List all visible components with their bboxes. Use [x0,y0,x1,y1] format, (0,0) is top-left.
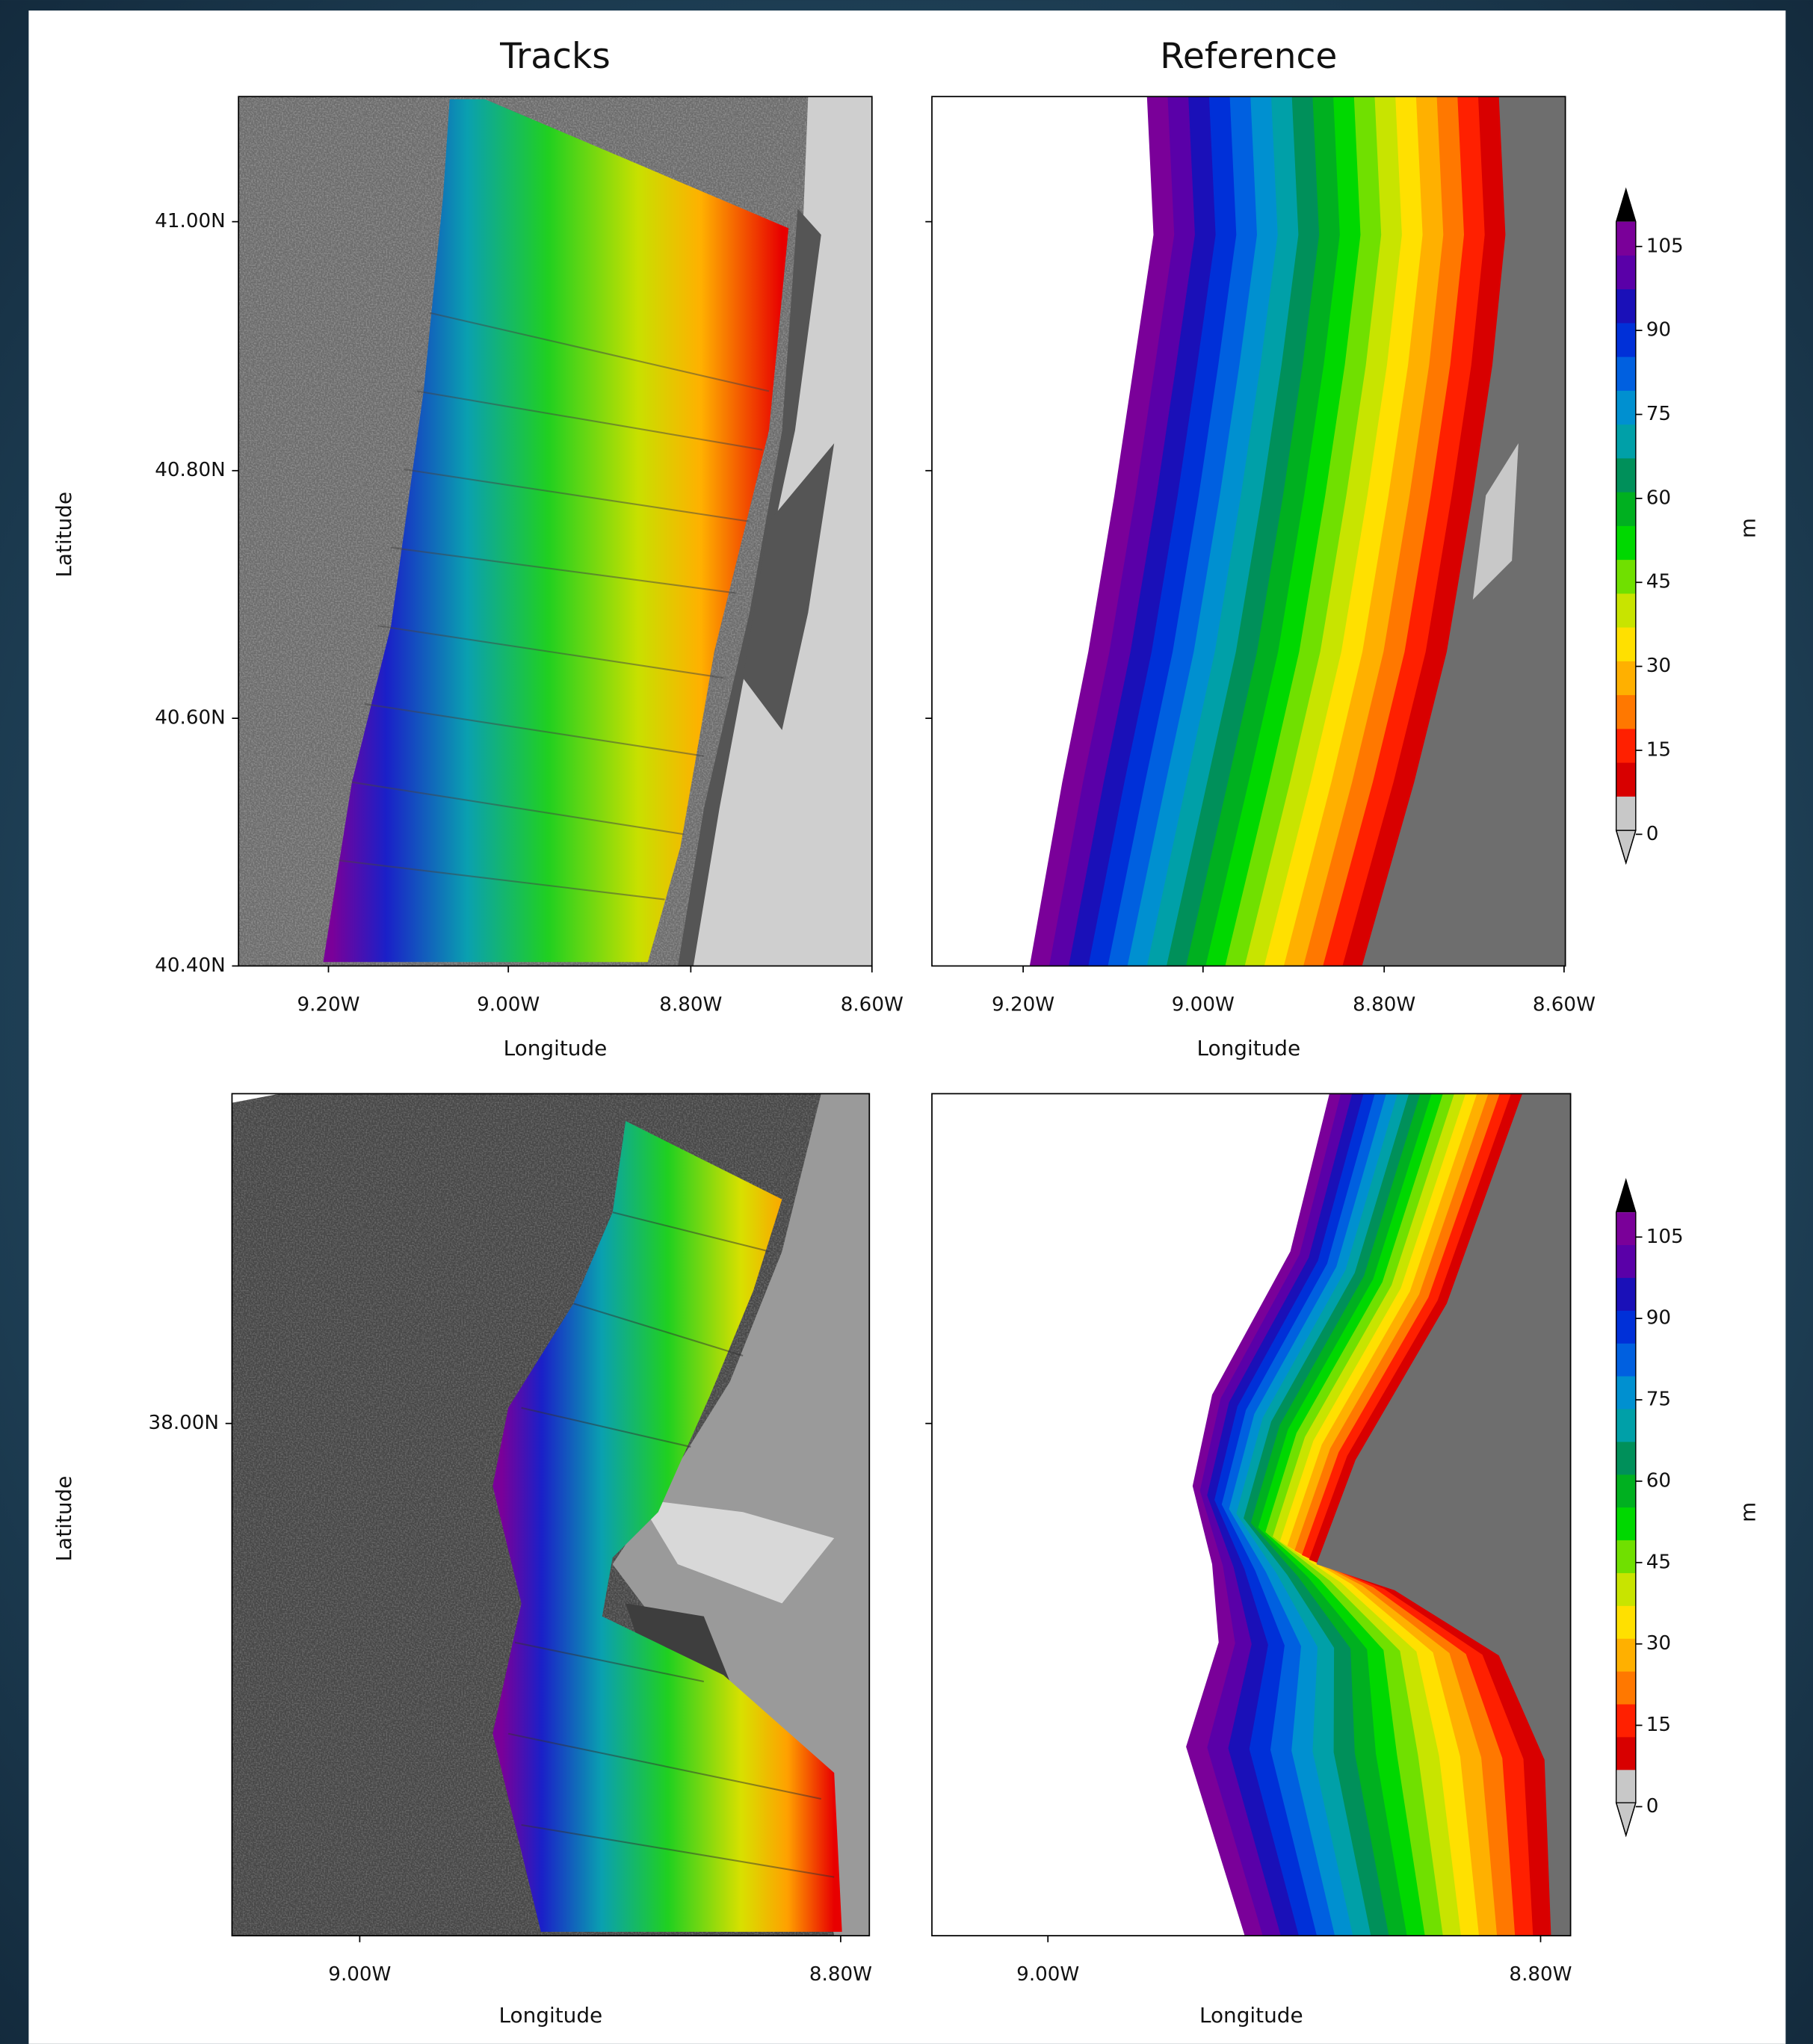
colorbar-bin [1616,1311,1636,1344]
colorbar-bin [1616,1540,1636,1574]
colorbar-tick-label: 75 [1646,1389,1671,1411]
colorbar-tick-label: 105 [1646,1226,1684,1248]
colorbar-bin [1616,222,1636,256]
y-axis-label: Latitude [52,492,76,578]
map-reference-bottom [932,1093,1571,1936]
colorbar-bin [1616,323,1636,357]
colorbar-tick-label: 0 [1646,823,1659,845]
colorbar-bin [1616,424,1636,459]
colorbar-label: m [1736,1502,1761,1522]
colorbar-tick-label: 60 [1646,1469,1671,1492]
colorbar-bin [1616,289,1636,324]
x-axis-label: Longitude [504,1036,608,1060]
colorbar-bin [1616,797,1636,830]
colorbar-bin [1616,1573,1636,1607]
colorbar-tick-label: 30 [1646,655,1671,677]
colorbar-label: m [1736,518,1761,538]
map-tracks-top [238,96,872,966]
colorbar-bin [1616,1770,1636,1803]
y-tick-label: 38.00N [149,1412,219,1434]
colorbar-bin [1616,1705,1636,1738]
colorbar-bin [1616,1507,1636,1541]
colorbar-bin [1616,1212,1636,1246]
colorbar-bin [1616,256,1636,290]
x-tick-label: 8.80W [809,1963,872,1986]
x-tick-label: 9.00W [328,1963,391,1986]
x-tick-label: 8.60W [841,993,904,1016]
colorbar-bin [1616,661,1636,696]
x-tick-label: 9.00W [1016,1963,1079,1986]
colorbar-tick-label: 15 [1646,1714,1671,1736]
colorbar-bin [1616,1344,1636,1377]
colorbar-bin [1616,1606,1636,1640]
colorbar-bin [1616,1475,1636,1508]
colorbar-bin [1616,1442,1636,1475]
colorbar-bin [1616,1409,1636,1442]
map-reference-top [932,96,1566,966]
x-axis-label: Longitude [1196,1036,1300,1060]
colorbar-tick-label: 45 [1646,1551,1671,1573]
x-tick-label: 9.20W [992,993,1054,1016]
y-tick-label: 40.40N [155,954,225,977]
colorbar-bin [1616,1672,1636,1705]
colorbar-bin [1616,493,1636,527]
x-tick-label: 8.80W [1353,993,1415,1016]
colorbar-tick-label: 60 [1646,487,1671,509]
colorbar-bin [1616,1377,1636,1410]
colorbar-bin [1616,391,1636,425]
y-axis-label: Latitude [52,1476,76,1562]
colorbar-bin [1616,729,1636,763]
colorbar-tick-label: 45 [1646,571,1671,593]
colorbar-tick-label: 75 [1646,403,1671,425]
colorbar-bin [1616,458,1636,493]
y-tick-label: 40.60N [155,707,225,729]
colorbar-tick-label: 90 [1646,1307,1671,1330]
colorbar-tick-label: 105 [1646,235,1684,257]
colorbar-bin [1616,560,1636,594]
x-tick-label: 9.00W [477,993,540,1016]
figure: Tracks Longitude Latitude 9.20W 9.00W 8.80W 8.… [0,0,1813,2044]
panel-title: Reference [1160,36,1337,77]
y-tick-label: 41.00N [155,210,225,232]
x-tick-label: 8.80W [1509,1963,1572,1986]
colorbar-bin [1616,357,1636,392]
colorbar-tick-label: 30 [1646,1632,1671,1655]
panel-title: Tracks [499,36,611,77]
colorbar-bin [1616,763,1636,797]
colorbar-bin [1616,695,1636,729]
x-axis-label: Longitude [499,2003,603,2028]
colorbar-bin [1616,526,1636,561]
x-axis-label: Longitude [1199,2003,1303,2028]
colorbar-tick-label: 15 [1646,738,1671,761]
x-tick-label: 9.00W [1172,993,1235,1016]
y-tick-label: 40.80N [155,459,225,481]
colorbar-bin [1616,1278,1636,1312]
map-tracks-bottom [232,1093,869,1936]
page: {"panels":[ {"title":"Tracks","xlabel":"… [0,0,1813,2044]
colorbar-bin [1616,628,1636,662]
colorbar-bin [1616,1245,1636,1279]
colorbar-bin [1616,593,1636,628]
colorbar-bin [1616,1737,1636,1770]
colorbar-tick-label: 90 [1646,319,1671,342]
x-tick-label: 8.80W [659,993,722,1016]
x-tick-label: 9.20W [297,993,359,1016]
x-tick-label: 8.60W [1533,993,1596,1016]
colorbar-tick-label: 0 [1646,1795,1659,1818]
colorbar-bin [1616,1639,1636,1673]
